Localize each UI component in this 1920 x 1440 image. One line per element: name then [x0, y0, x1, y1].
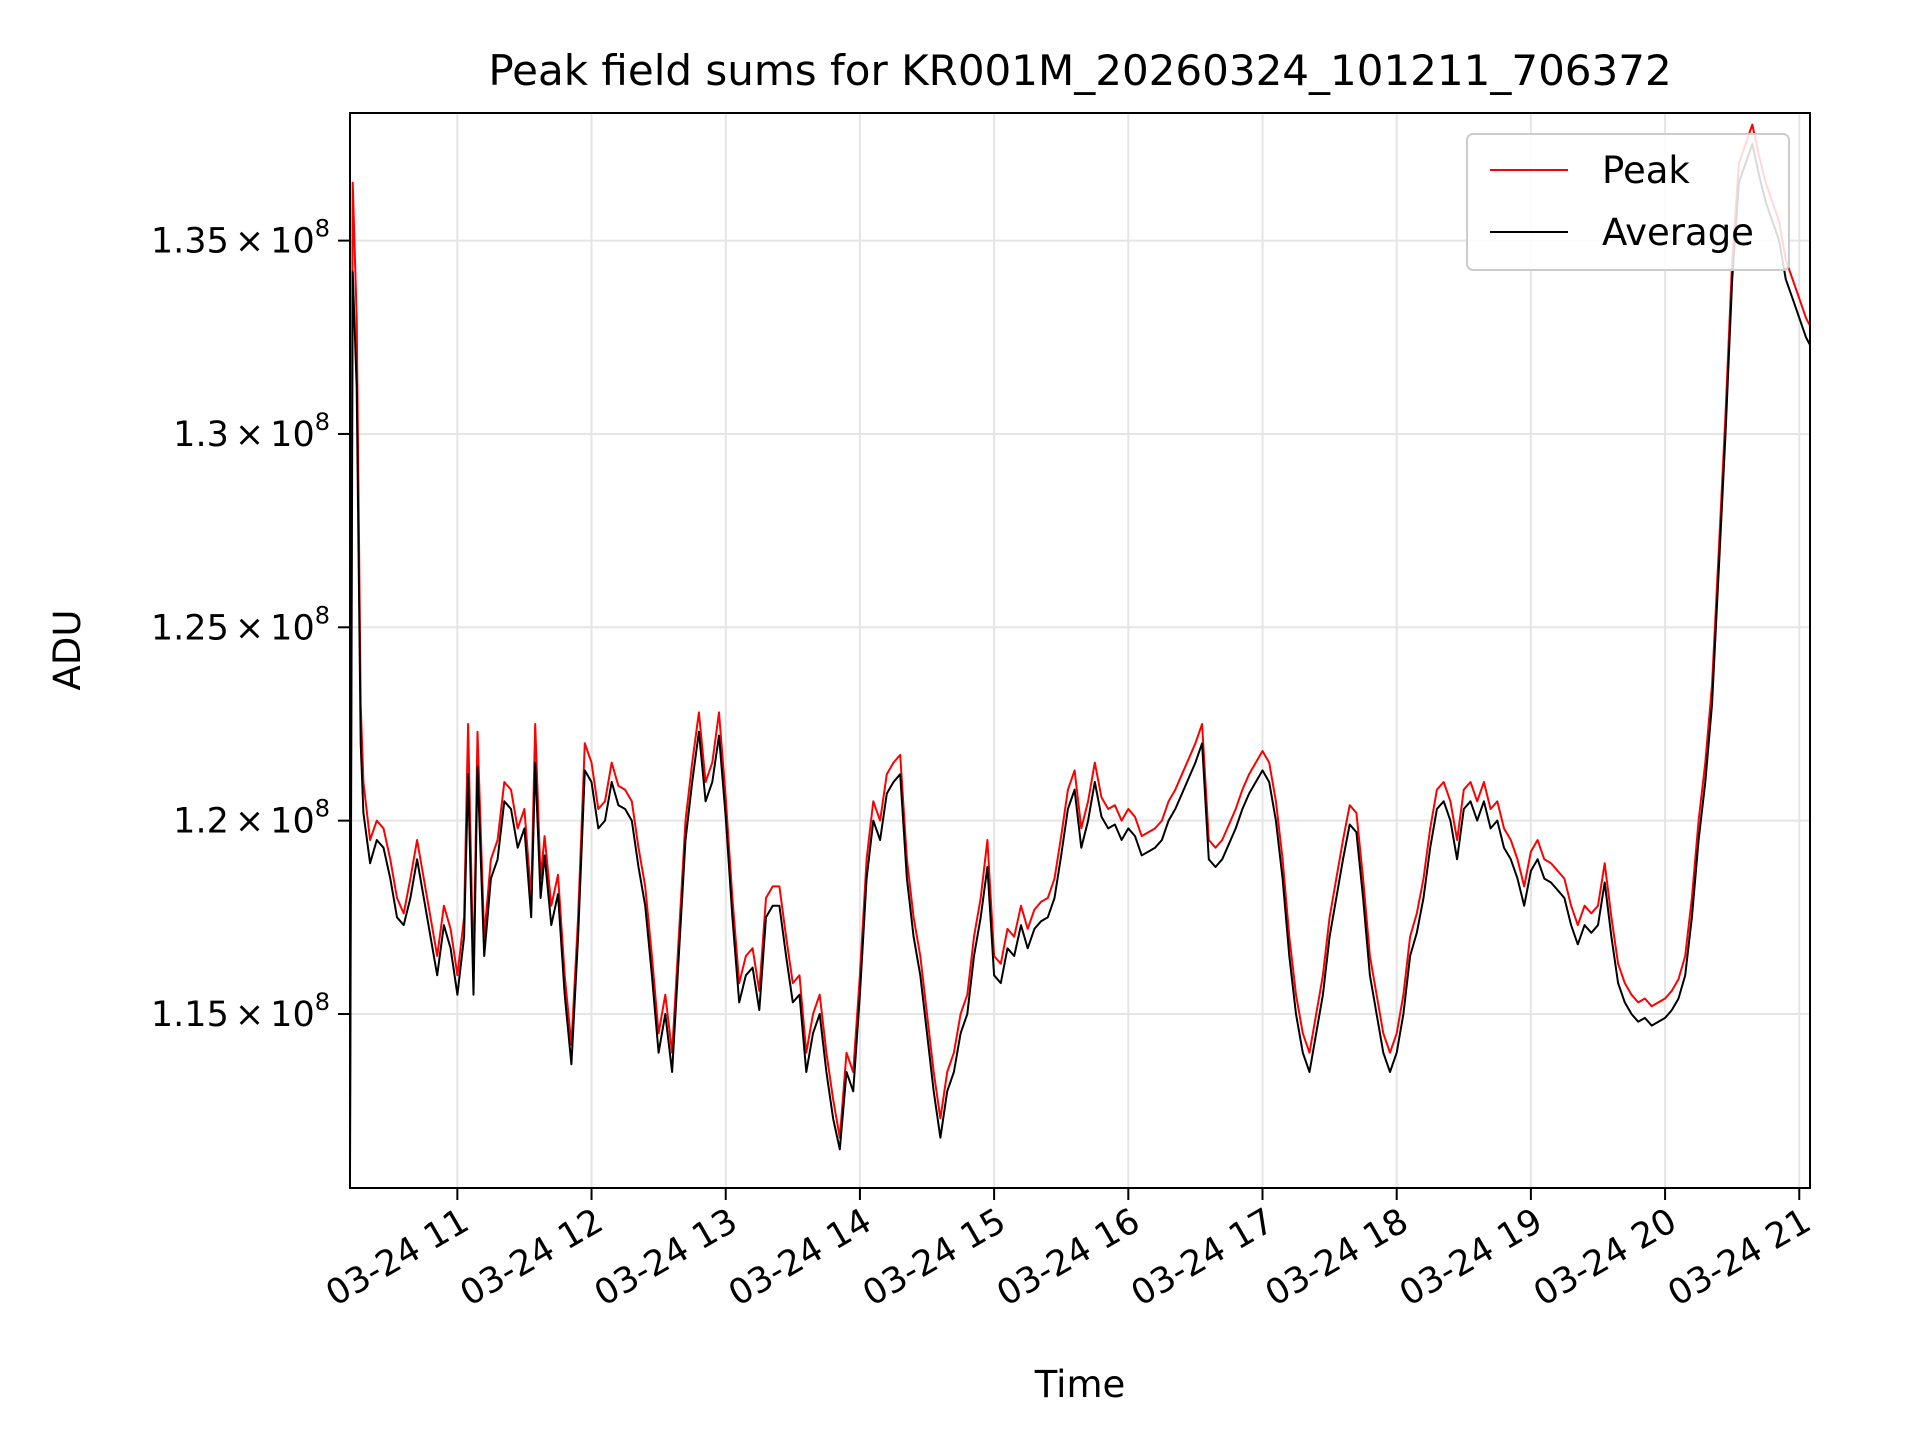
y-tick-times: ×: [235, 608, 264, 648]
plot-area: [350, 113, 1810, 1188]
y-tick-base: 10: [270, 222, 315, 262]
y-tick-times: ×: [235, 222, 264, 262]
y-tick-exponent: 8: [315, 408, 330, 436]
y-tick-label: 1.35 × 108: [151, 215, 330, 262]
y-tick-times: ×: [235, 995, 264, 1035]
y-tick-exponent: 8: [315, 601, 330, 629]
chart-title: Peak field sums for KR001M_20260324_1012…: [488, 46, 1671, 95]
y-tick-times: ×: [235, 802, 264, 842]
y-tick-label: 1.15 × 108: [151, 988, 330, 1035]
y-tick-times: ×: [235, 415, 264, 455]
y-tick-label: 1.3 × 108: [173, 408, 330, 455]
y-tick-label: 1.2 × 108: [173, 795, 330, 842]
y-tick-mantissa: 1.3: [173, 415, 229, 455]
y-tick-exponent: 8: [315, 215, 330, 243]
y-tick-exponent: 8: [315, 988, 330, 1016]
y-tick-exponent: 8: [315, 795, 330, 823]
peak-series-line: [349, 123, 1811, 1139]
y-tick-mantissa: 1.35: [151, 222, 229, 262]
y-tick-label: 1.25 × 108: [151, 601, 330, 648]
x-axis-label: Time: [1034, 1363, 1126, 1406]
y-tick-base: 10: [270, 995, 315, 1035]
legend-peak-label: Peak: [1602, 149, 1690, 192]
series-lines: [349, 123, 1811, 1177]
y-axis-label: ADU: [46, 610, 89, 691]
legend: Peak Average: [1466, 133, 1790, 271]
y-tick-base: 10: [270, 802, 315, 842]
y-tick-base: 10: [270, 608, 315, 648]
legend-box: [1466, 133, 1790, 271]
y-tick-mantissa: 1.25: [151, 608, 229, 648]
y-tick-mantissa: 1.2: [173, 802, 229, 842]
plot-frame: [349, 112, 1811, 1189]
average-series-line: [349, 142, 1811, 1177]
y-tick-mantissa: 1.15: [151, 995, 229, 1035]
y-tick-base: 10: [270, 415, 315, 455]
legend-average-label: Average: [1602, 211, 1754, 254]
